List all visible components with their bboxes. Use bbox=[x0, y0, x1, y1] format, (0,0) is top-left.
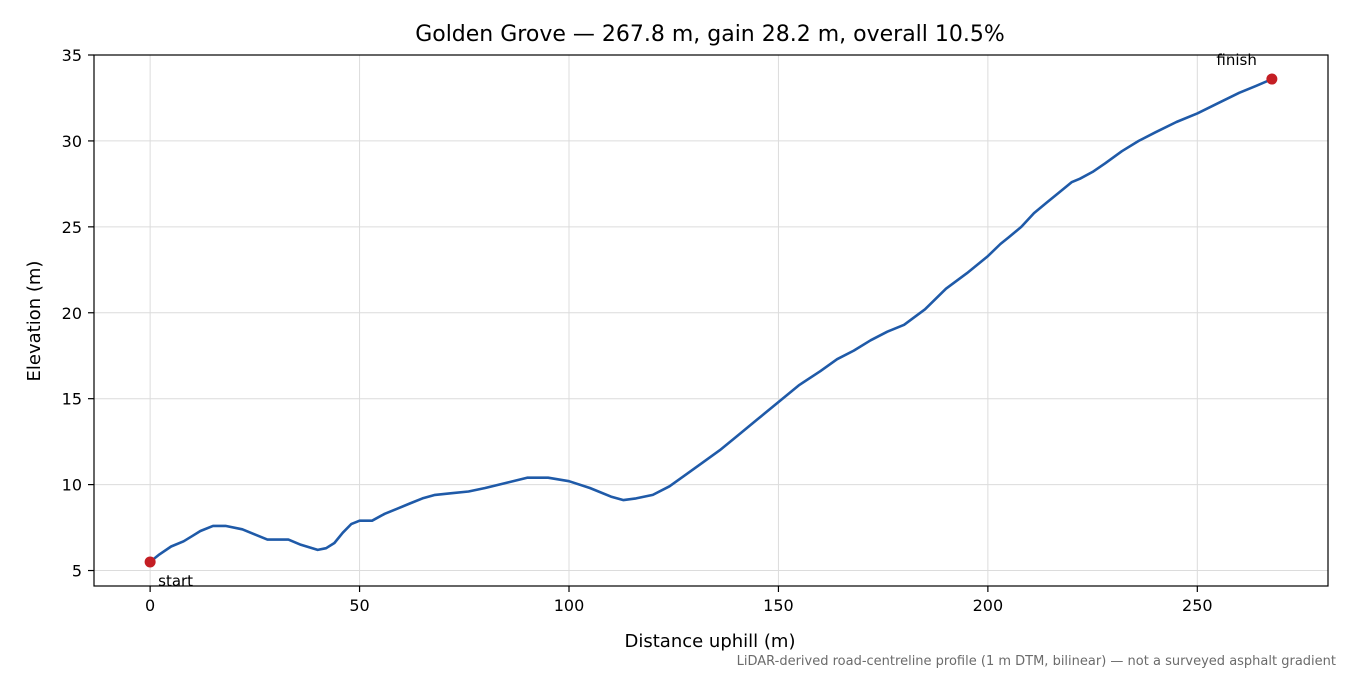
elevation-series-line bbox=[148, 77, 1274, 564]
grid-lines bbox=[94, 54, 1328, 586]
y-tick-label: 15 bbox=[62, 390, 82, 409]
finish-label: finish bbox=[1216, 51, 1256, 69]
series-layer bbox=[148, 77, 1274, 564]
y-tick-label: 5 bbox=[72, 562, 82, 581]
x-tick-label: 250 bbox=[1182, 596, 1213, 615]
y-tick-label: 25 bbox=[62, 218, 82, 237]
annotations: start finish bbox=[144, 51, 1278, 590]
x-tick-label: 150 bbox=[763, 596, 794, 615]
y-tick-label: 20 bbox=[62, 304, 82, 323]
y-tick-label: 10 bbox=[62, 476, 82, 495]
x-tick-label: 100 bbox=[554, 596, 585, 615]
footnote: LiDAR-derived road-centreline profile (1… bbox=[737, 654, 1336, 669]
x-tick-label: 200 bbox=[973, 596, 1004, 615]
y-axis-label: Elevation (m) bbox=[24, 261, 45, 382]
axis-ticks: 0 50 100 150 200 250 5 10 15 20 25 30 35 bbox=[62, 46, 1213, 615]
x-tick-label: 0 bbox=[145, 596, 155, 615]
finish-marker bbox=[1266, 73, 1278, 85]
y-tick-label: 30 bbox=[62, 132, 82, 151]
plot-area-frame bbox=[93, 54, 1329, 587]
x-axis-label: Distance uphill (m) bbox=[625, 631, 796, 652]
chart-title: Golden Grove — 267.8 m, gain 28.2 m, ove… bbox=[415, 22, 1005, 47]
start-label: start bbox=[158, 572, 193, 590]
y-tick-label: 35 bbox=[62, 46, 82, 65]
start-marker bbox=[144, 556, 156, 568]
x-tick-label: 50 bbox=[349, 596, 369, 615]
